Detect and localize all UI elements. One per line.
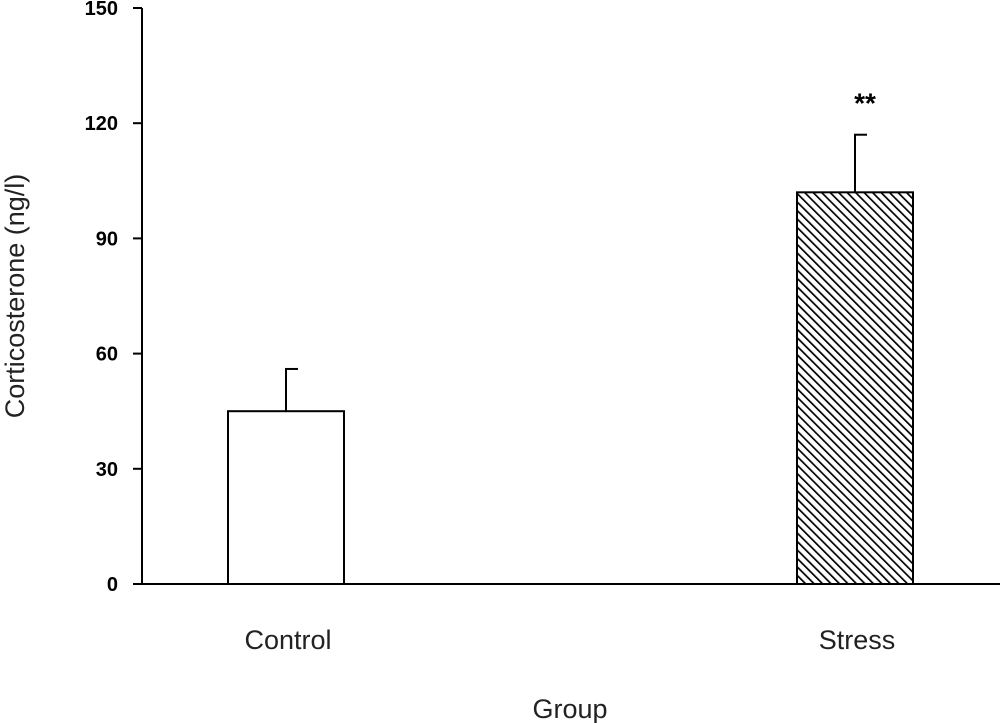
y-tick-label: 60 [96,344,118,366]
y-ticks: 0 30 60 90 120 150 [85,0,142,596]
y-tick-label: 150 [85,0,118,20]
bar-stress [796,191,914,585]
category-labels: Control Stress [244,625,895,655]
category-label-stress: Stress [819,625,896,655]
bars: ** [227,88,914,586]
y-axis-title: Corticosterone (ng/l) [0,174,30,419]
y-tick-label: 120 [85,113,118,135]
y-tick-label: 90 [96,228,118,250]
y-tick-label: 0 [107,574,118,596]
y-tick-label: 30 [96,459,118,481]
significance-annotation: ** [854,88,876,119]
category-label-control: Control [244,625,331,655]
x-axis-title: Group [532,694,607,723]
bar-control [227,410,345,586]
